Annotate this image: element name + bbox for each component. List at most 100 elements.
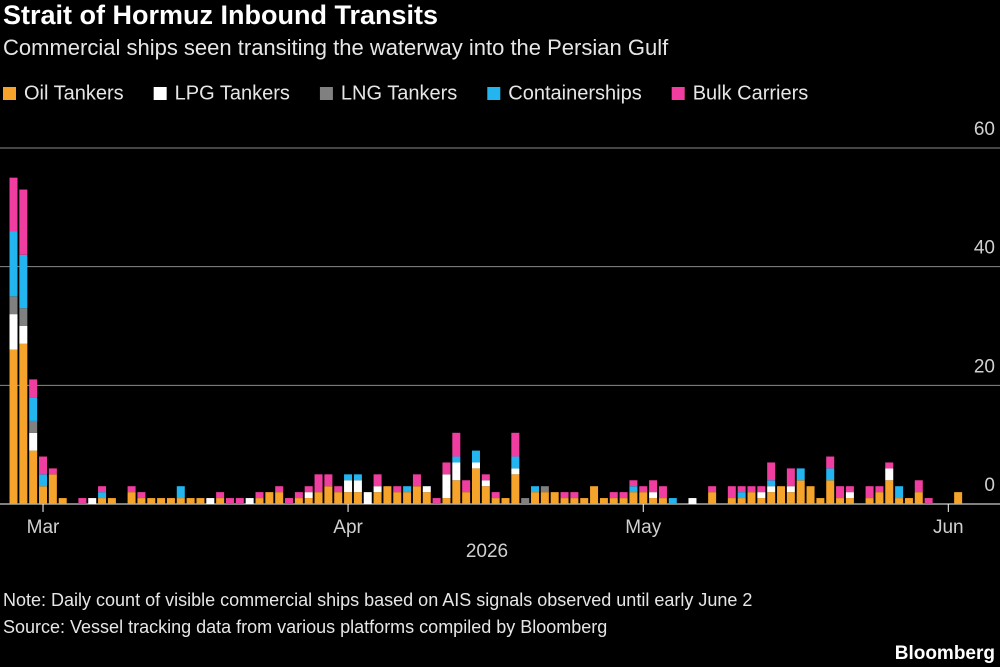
bar-segment — [166, 498, 175, 504]
bar-segment — [9, 177, 18, 232]
x-tick-label: Jun — [933, 517, 964, 538]
legend-swatch — [319, 87, 333, 100]
bar-segment — [875, 492, 884, 504]
bar-segment — [48, 468, 57, 475]
bar-segment — [255, 498, 264, 504]
x-axis-label: 2026 — [466, 541, 508, 562]
y-tick-label: 60 — [974, 119, 995, 140]
bar-segment — [373, 492, 382, 504]
bar-segment — [127, 492, 136, 504]
bar-segment — [29, 432, 38, 451]
bar-segment — [954, 492, 963, 504]
bar-segment — [176, 498, 185, 504]
bar-segment — [363, 492, 372, 504]
bar-segment — [9, 349, 18, 504]
legend-label: Bulk Carriers — [693, 82, 809, 104]
bar-segment — [245, 498, 254, 504]
bar-segment — [639, 486, 648, 493]
bar-segment — [580, 498, 589, 504]
bar-segment — [511, 432, 520, 457]
source: Source: Vessel tracking data from variou… — [3, 617, 607, 637]
bar-segment — [619, 498, 628, 504]
bar-segment — [422, 486, 431, 493]
bar-segment — [786, 492, 795, 504]
bar-segment — [275, 492, 284, 504]
bar-segment — [176, 486, 185, 499]
bar-segment — [383, 486, 392, 504]
bar-segment — [344, 480, 353, 493]
bar-segment — [865, 486, 874, 499]
bar-segment — [777, 486, 786, 504]
bar-segment — [353, 480, 362, 493]
bar-segment — [875, 486, 884, 493]
bar-segment — [98, 486, 107, 493]
bar-segment — [88, 498, 97, 504]
bar-segment — [865, 498, 874, 504]
bar-segment — [294, 498, 303, 504]
bar-segment — [304, 498, 313, 504]
bar-segment — [531, 486, 540, 493]
bar-segment — [19, 326, 28, 344]
bar-segment — [767, 492, 776, 504]
bar-segment — [609, 492, 618, 499]
bar-segment — [39, 474, 48, 487]
bar-segment — [29, 397, 38, 421]
bar-segment — [786, 486, 795, 493]
bar-segment — [471, 462, 480, 469]
bar-segment — [206, 498, 215, 504]
bar-segment — [836, 486, 845, 499]
bar-segment — [649, 492, 658, 499]
bar-segment — [344, 474, 353, 481]
bar-segment — [39, 486, 48, 504]
x-tick-label: Mar — [27, 517, 60, 538]
bar-segment — [216, 492, 225, 499]
bar-segment — [708, 486, 717, 493]
bar-segment — [836, 498, 845, 504]
bar-segment — [275, 486, 284, 493]
bar-segment — [481, 480, 490, 487]
bar-segment — [422, 492, 431, 504]
bar-segment — [235, 498, 244, 504]
bar-segment — [786, 468, 795, 487]
chart-subtitle: Commercial ships seen transiting the wat… — [3, 35, 669, 60]
bar-segment — [412, 474, 421, 487]
bar-segment — [304, 486, 313, 493]
bar-segment — [334, 486, 343, 493]
bar-segment — [29, 420, 38, 433]
bar-segment — [344, 492, 353, 504]
legend-swatch — [153, 87, 167, 100]
bar-segment — [747, 492, 756, 504]
bar-segment — [904, 498, 913, 504]
bar-segment — [393, 486, 402, 493]
bar-segment — [324, 486, 333, 504]
bar-segment — [668, 498, 677, 504]
bar-segment — [19, 308, 28, 326]
bar-segment — [826, 456, 835, 469]
bar-segment — [9, 296, 18, 315]
y-tick-label: 20 — [974, 356, 995, 377]
bar-segment — [452, 456, 461, 463]
bar-segment — [78, 498, 87, 504]
bar-segment — [9, 314, 18, 350]
bar-segment — [826, 480, 835, 504]
bar-segment — [442, 498, 451, 504]
bar-segment — [767, 480, 776, 487]
bar-segment — [225, 498, 234, 504]
bar-segment — [521, 498, 530, 504]
bar-segment — [29, 450, 38, 504]
bar-segment — [403, 486, 412, 493]
bar-segment — [432, 498, 441, 504]
bar-segment — [98, 492, 107, 499]
bar-segment — [757, 492, 766, 499]
bar-segment — [471, 468, 480, 504]
bar-segment — [727, 486, 736, 499]
bar-segment — [806, 486, 815, 504]
bar-segment — [462, 492, 471, 504]
bar-segment — [747, 486, 756, 493]
bar-segment — [314, 492, 323, 504]
bar-segment — [29, 379, 38, 398]
bar-segment — [914, 492, 923, 504]
bar-segment — [137, 492, 146, 499]
bar-segment — [393, 492, 402, 504]
bar-segment — [452, 432, 461, 457]
